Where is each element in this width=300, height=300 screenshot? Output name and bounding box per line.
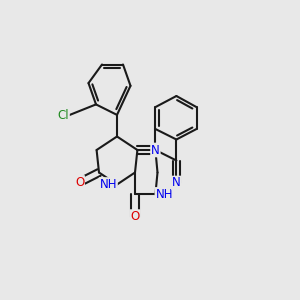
Text: O: O [130, 210, 140, 223]
Text: NH: NH [100, 178, 117, 191]
Text: Cl: Cl [57, 109, 69, 122]
Text: O: O [75, 176, 84, 189]
Text: N: N [172, 176, 181, 190]
Text: NH: NH [155, 188, 173, 201]
Text: N: N [151, 143, 160, 157]
